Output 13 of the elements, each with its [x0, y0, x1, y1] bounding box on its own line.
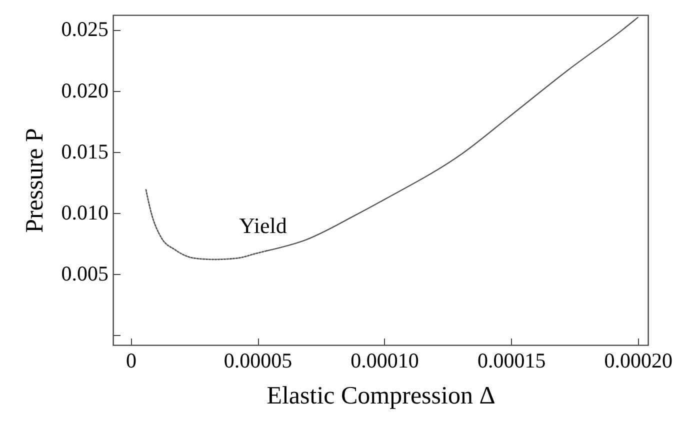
y-tick-label: 0.015: [61, 139, 108, 164]
x-tick-label: 0.00015: [477, 348, 546, 372]
x-axis-title: Elastic Compression Δ: [266, 382, 496, 410]
annotation: Yield: [239, 213, 287, 238]
y-tick-label: 0.025: [61, 17, 108, 42]
x-tick-label: 0.00020: [604, 348, 672, 372]
y-tick-label: 0.010: [61, 200, 108, 224]
x-tick-label: 0: [126, 348, 136, 372]
y-axis-title: Pressure P: [21, 128, 48, 233]
x-tick-label: 0.00005: [224, 348, 292, 372]
y-tick-label: 0.005: [61, 262, 108, 286]
y-tick-label: 0.020: [61, 78, 108, 102]
x-tick-label: 0.00010: [350, 348, 419, 372]
